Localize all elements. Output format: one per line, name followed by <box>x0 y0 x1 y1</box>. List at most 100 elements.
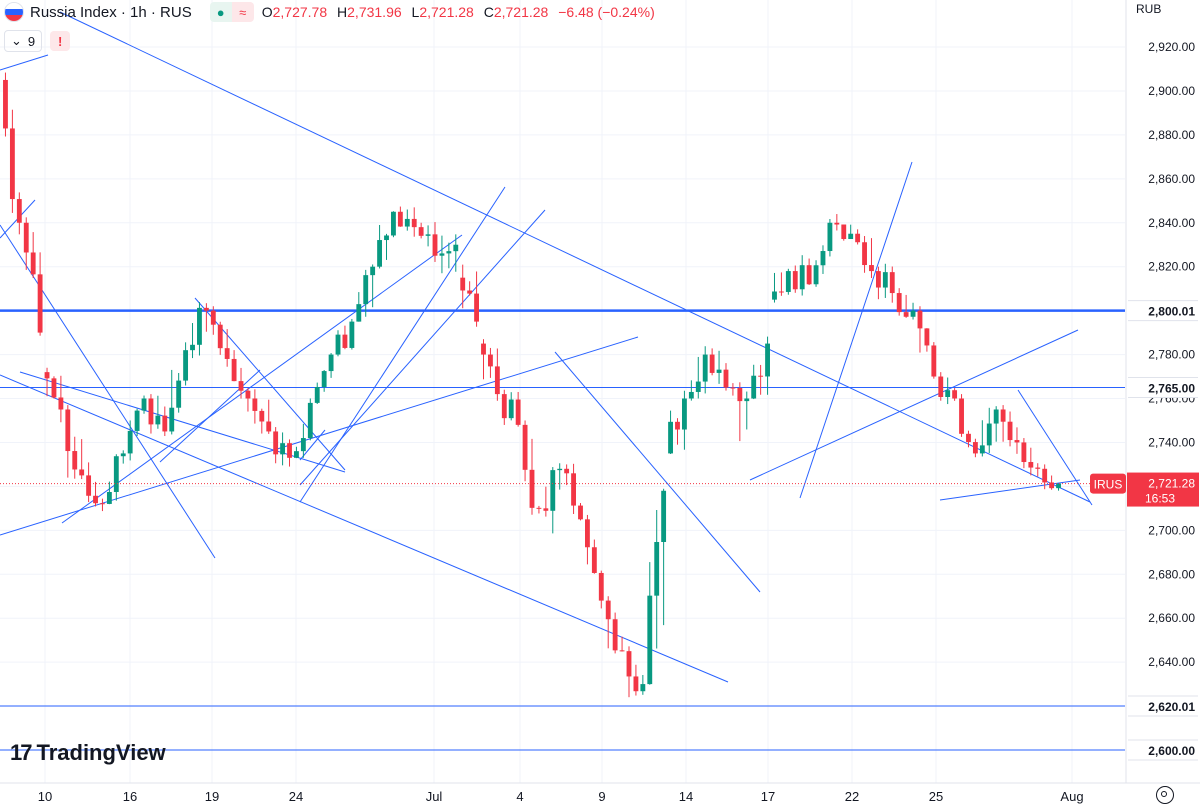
candle-body <box>917 310 923 329</box>
candle-body <box>772 291 777 300</box>
last-price-label: 2,721.28 <box>1148 477 1195 491</box>
candle-body <box>294 451 299 458</box>
candle-body <box>404 218 410 227</box>
candle-body <box>543 508 549 511</box>
indicators-toggle[interactable]: ⌄ 9 <box>4 30 43 52</box>
trendline <box>749 329 1079 481</box>
candle-body <box>598 572 604 601</box>
candle-body <box>979 445 985 454</box>
candle-body <box>370 266 376 276</box>
candle-body <box>190 344 195 351</box>
price-levels[interactable] <box>0 309 1125 751</box>
time-axis-bg <box>0 783 1200 807</box>
approx-icon[interactable]: ≈ <box>231 2 254 22</box>
candle-body <box>72 451 78 470</box>
market-status-pill[interactable]: ● ≈ <box>209 2 254 22</box>
y-tick-label: 2,820.00 <box>1148 260 1195 274</box>
candle-body <box>1014 440 1020 443</box>
candle-body <box>578 505 583 520</box>
level-tag-label: 2,800.01 <box>1148 305 1195 319</box>
candle-body <box>723 369 729 388</box>
candle-body <box>273 431 279 455</box>
candle-body <box>391 211 396 236</box>
candle-body <box>162 415 168 432</box>
candle-body <box>972 442 978 454</box>
trendline <box>299 429 326 461</box>
settings-gear-icon[interactable] <box>1156 786 1174 804</box>
candle-body <box>938 376 944 397</box>
time-axis[interactable]: 10 16 19 24 Jul 4 9 14 17 22 25 Aug <box>0 782 1200 807</box>
candle-body <box>799 265 805 290</box>
candle-body <box>744 398 750 402</box>
candle-body <box>827 222 833 252</box>
x-tick-label: 24 <box>289 789 303 804</box>
candle-body <box>1021 442 1027 463</box>
candle-body <box>695 381 701 392</box>
x-tick-label: 16 <box>123 789 137 804</box>
candle-body <box>778 291 784 293</box>
candle-body <box>730 387 736 389</box>
candle-body <box>231 358 237 382</box>
candle-body <box>896 293 902 313</box>
candle-body <box>571 473 576 506</box>
candle-body <box>238 381 244 391</box>
candle-body <box>148 398 154 425</box>
market-open-dot-icon[interactable]: ● <box>209 2 232 22</box>
x-tick-label: 19 <box>205 789 219 804</box>
candle-body <box>356 304 362 322</box>
candle-body <box>93 495 98 504</box>
candle-body <box>550 470 556 511</box>
warning-icon[interactable]: ! <box>50 31 71 51</box>
price-axis[interactable]: 2,600.002,620.002,640.002,660.002,680.00… <box>1090 0 1200 783</box>
candle-body <box>44 372 50 379</box>
candle-body <box>640 684 646 692</box>
candle-body <box>446 251 452 254</box>
level-tag-label: 2,765.00 <box>1148 382 1195 396</box>
candle-body <box>30 252 36 275</box>
candle-body <box>377 240 383 267</box>
candle-body <box>675 421 680 430</box>
candle-body <box>9 128 15 200</box>
candle-body <box>557 468 563 471</box>
trendline <box>0 336 639 536</box>
candle-body <box>882 272 888 288</box>
indicators-count: 9 <box>27 33 36 49</box>
candle-body <box>418 227 424 236</box>
candle-body <box>155 415 161 425</box>
tradingview-logo[interactable]: 17 TradingView <box>10 740 166 766</box>
indicator-row: ⌄ 9 ! <box>4 30 71 52</box>
candle-body <box>820 251 826 266</box>
symbol-tag-label: IRUS <box>1094 478 1123 492</box>
candle-body <box>536 507 542 509</box>
candle-body <box>183 350 189 381</box>
candle-body <box>176 380 182 408</box>
candle-body <box>141 398 147 411</box>
trendlines[interactable] <box>0 11 1093 683</box>
trendline <box>0 224 216 559</box>
currency-unit[interactable]: RUB <box>1136 2 1162 16</box>
candle-body <box>855 233 861 243</box>
candle-body <box>591 547 597 573</box>
change-value: −6.48 (−0.24%) <box>558 4 655 20</box>
candle-body <box>758 375 764 377</box>
candle-body <box>328 354 334 372</box>
countdown-label: 16:53 <box>1145 492 1175 506</box>
candle-body <box>508 399 514 419</box>
candle-body <box>737 387 743 402</box>
level-tag-label: 2,620.01 <box>1148 700 1195 714</box>
trendline <box>0 374 729 683</box>
candle-body <box>197 307 202 345</box>
candle-body <box>113 456 119 492</box>
candle-body <box>307 402 313 439</box>
candle-body <box>661 490 667 542</box>
symbol-title[interactable]: Russia Index · 1h · RUS <box>30 3 192 21</box>
candle-body <box>688 391 694 399</box>
candle-body <box>397 211 403 227</box>
candle-body <box>169 407 175 432</box>
y-tick-label: 2,700.00 <box>1148 523 1195 537</box>
candle-body <box>488 354 493 367</box>
candle-body <box>869 265 874 272</box>
y-tick-label: 2,900.00 <box>1148 84 1195 98</box>
candle-body <box>813 265 819 285</box>
